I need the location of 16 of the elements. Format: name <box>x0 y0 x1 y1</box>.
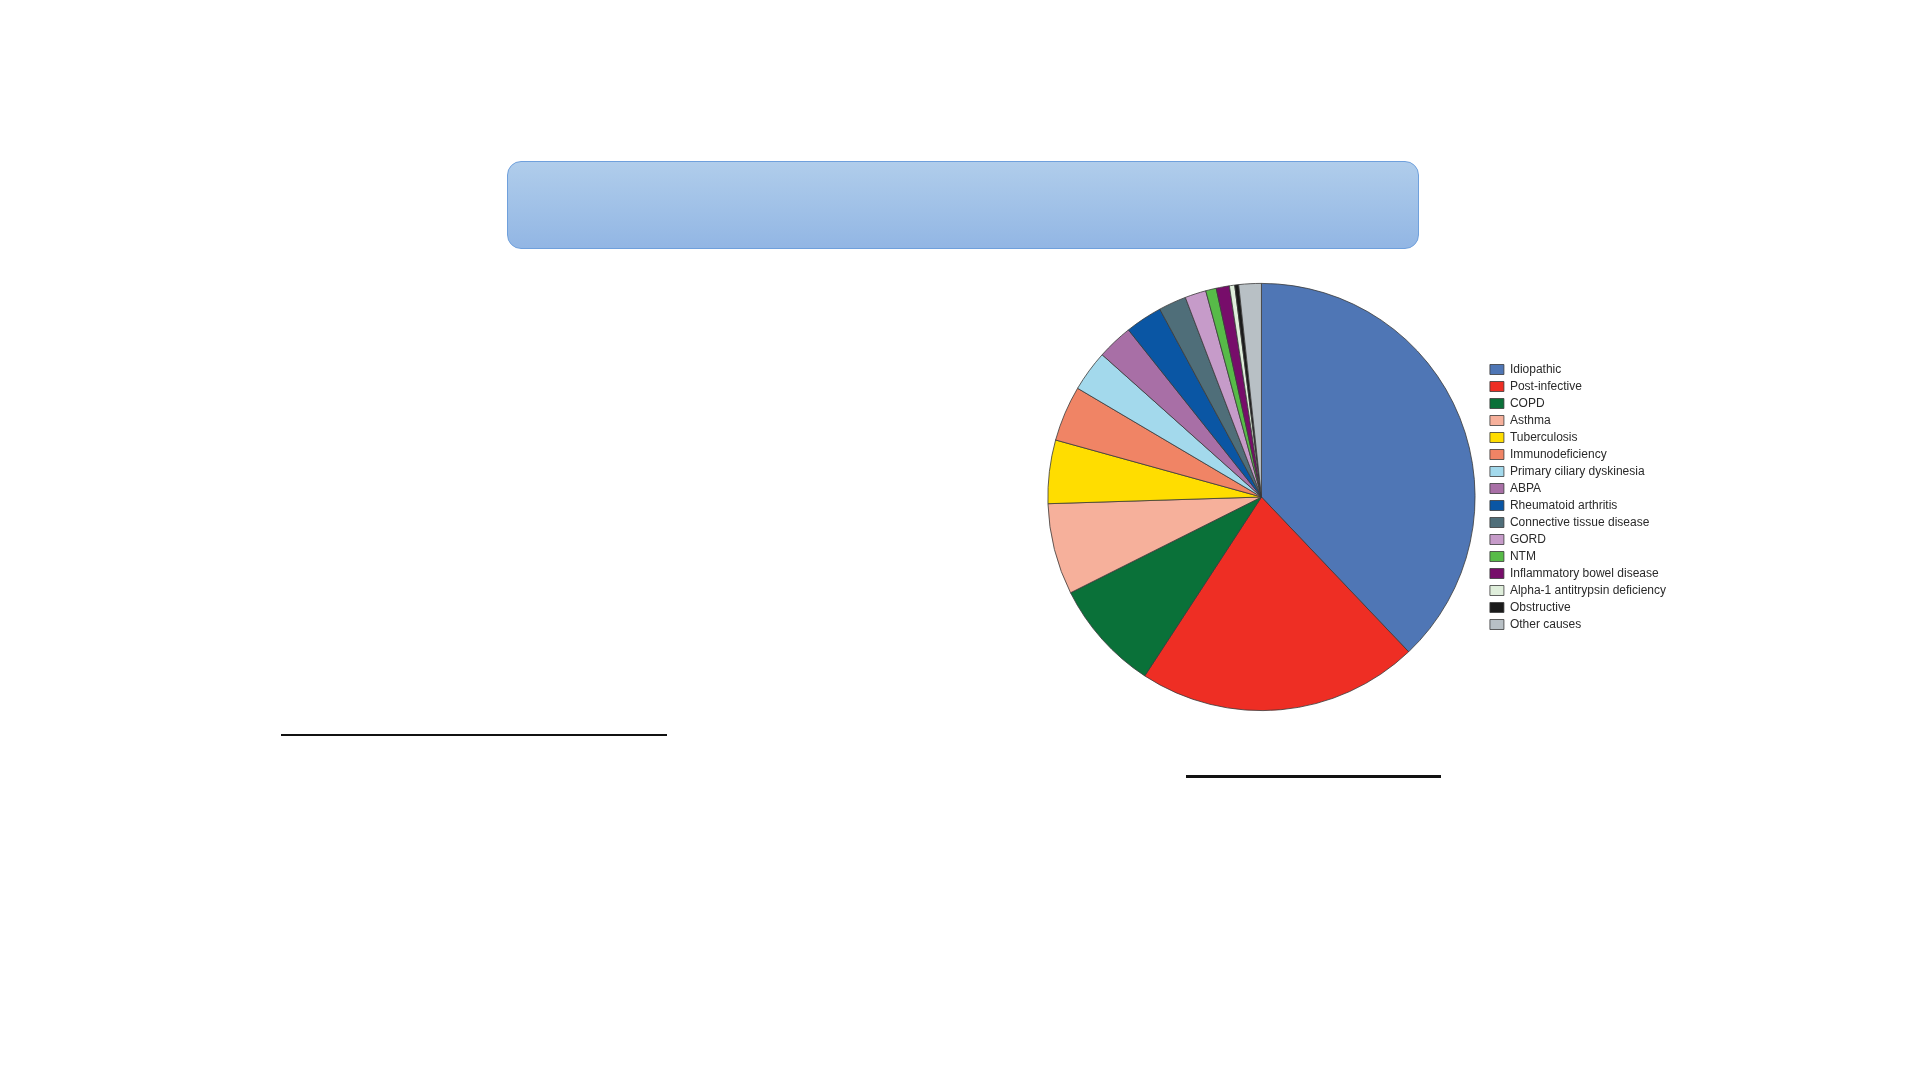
legend-label: GORD <box>1509 531 1547 546</box>
legend-label: Obstructive <box>1509 599 1571 614</box>
legend-label: Connective tissue disease <box>1509 514 1650 529</box>
legend-label: Tuberculosis <box>1509 429 1578 444</box>
legend-label: Other causes <box>1509 616 1582 631</box>
legend-label: Idiopathic <box>1509 361 1562 376</box>
legend-label: NTM <box>1509 548 1536 563</box>
legend-label: Post-infective <box>1509 378 1583 393</box>
legend-label: Alpha-1 antitrypsin deficiency <box>1509 582 1667 597</box>
legend-label: Asthma <box>1509 412 1551 427</box>
legend-label: Rheumatoid arthritis <box>1509 497 1618 512</box>
legend-label: Primary ciliary dyskinesia <box>1509 463 1645 478</box>
legend-label: COPD <box>1509 395 1545 410</box>
legend-label: Inflammatory bowel disease <box>1509 565 1659 580</box>
legend-label: ABPA <box>1509 480 1542 495</box>
legend-label: Immunodeficiency <box>1509 446 1607 461</box>
